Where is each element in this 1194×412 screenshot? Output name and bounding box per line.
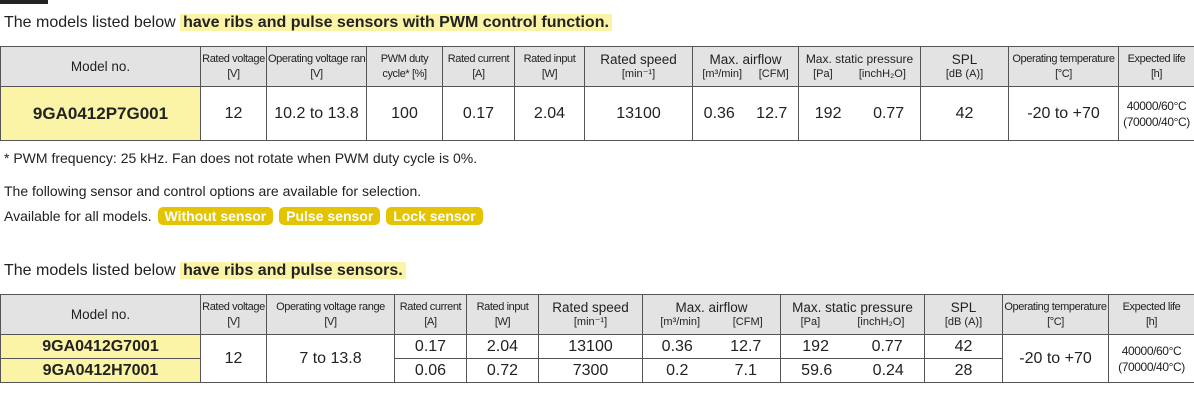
spl-value: 42 (924, 334, 1003, 359)
rated-speed-value: 13100 (584, 86, 693, 141)
model-number: 9GA0412H7001 (0, 358, 201, 383)
pwm-duty-value: 100 (366, 86, 443, 141)
options-intro: The following sensor and control options… (4, 183, 422, 199)
header-expected-life: Expected life [h] (1118, 46, 1194, 87)
section-2-intro: The models listed below (4, 262, 176, 279)
header-operating-temperature: Operating temperature [°C] (1008, 46, 1119, 87)
header-pwm-duty: PWM duty cycle* [%] (366, 46, 443, 87)
pwm-footnote: * PWM frequency: 25 kHz. Fan does not ro… (4, 150, 478, 166)
header-model: Model no. (0, 46, 201, 87)
header-rated-input: Rated input [W] (514, 46, 585, 87)
spl-value: 28 (924, 358, 1003, 383)
option-pulse-sensor[interactable]: Pulse sensor (279, 207, 381, 225)
spl-value: 42 (920, 86, 1009, 141)
expected-life-value: 40000/60°C (70000/40°C) (1108, 334, 1194, 383)
header-operating-voltage: Operating voltage range [V] (266, 46, 367, 87)
rated-input-value: 2.04 (514, 86, 585, 141)
option-without-sensor[interactable]: Without sensor (157, 207, 274, 225)
table-row: 9GA0412H7001 0.06 0.72 7300 0.2 7.1 59.6 0… (0, 358, 1194, 383)
max-static-pressure-value: 192 0.77 (798, 86, 921, 141)
expected-life-value: 40000/60°C (70000/40°C) (1118, 86, 1194, 141)
max-static-pressure-value: 192 0.77 (780, 334, 925, 359)
header-rated-current: Rated current [A] (442, 46, 515, 87)
rated-input-value: 0.72 (466, 358, 539, 383)
option-lock-sensor[interactable]: Lock sensor (386, 207, 483, 225)
available-label: Available for all models. (4, 208, 152, 224)
header-spl: SPL [dB (A)] (924, 294, 1003, 335)
max-airflow-value: 0.36 12.7 (692, 86, 799, 141)
header-rated-speed: Rated speed [min⁻¹] (584, 46, 693, 87)
max-airflow-value: 0.36 12.7 (642, 334, 781, 359)
model-number: 9GA0412P7G001 (0, 86, 201, 141)
rated-voltage-value: 12 (200, 86, 267, 141)
header-rated-speed: Rated speed [min⁻¹] (538, 294, 643, 335)
section-marker (0, 0, 48, 4)
section-2-heading: The models listed below have ribs and pu… (4, 262, 406, 280)
rated-current-value: 0.17 (394, 334, 467, 359)
header-max-static-pressure: Max. static pressure [Pa] [inchH₂O] (798, 46, 921, 87)
model-number: 9GA0412G7001 (0, 334, 201, 359)
rated-current-value: 0.17 (442, 86, 515, 141)
operating-voltage-value: 7 to 13.8 (266, 334, 395, 383)
max-airflow-value: 0.2 7.1 (642, 358, 781, 383)
header-rated-voltage: Rated voltage [V] (200, 294, 267, 335)
rated-speed-value: 7300 (538, 358, 643, 383)
pwm-models-table: Model no. Rated voltage [V] Operating vol… (0, 46, 1194, 141)
header-expected-life: Expected life [h] (1108, 294, 1194, 335)
header-spl: SPL [dB (A)] (920, 46, 1009, 87)
header-max-airflow: Max. airflow [m³/min] [CFM] (692, 46, 799, 87)
section-1-heading: The models listed below have ribs and pu… (4, 14, 612, 32)
operating-temperature-value: -20 to +70 (1002, 334, 1109, 383)
table-row: 9GA0412P7G001 12 10.2 to 13.8 100 0.17 2… (0, 86, 1194, 141)
rated-speed-value: 13100 (538, 334, 643, 359)
header-rated-voltage: Rated voltage [V] (200, 46, 267, 87)
section-1-intro: The models listed below (4, 14, 176, 31)
operating-temperature-value: -20 to +70 (1008, 86, 1119, 141)
section-2-highlight: have ribs and pulse sensors. (180, 262, 406, 279)
section-1-highlight: have ribs and pulse sensors with PWM con… (180, 14, 612, 31)
rated-input-value: 2.04 (466, 334, 539, 359)
operating-voltage-value: 10.2 to 13.8 (266, 86, 367, 141)
pulse-models-table: Model no. Rated voltage [V] Operating vol… (0, 294, 1194, 383)
max-static-pressure-value: 59.6 0.24 (780, 358, 925, 383)
header-max-airflow: Max. airflow [m³/min] [CFM] (642, 294, 781, 335)
header-operating-temperature: Operating temperature [°C] (1002, 294, 1109, 335)
rated-current-value: 0.06 (394, 358, 467, 383)
table-row: 9GA0412G7001 12 7 to 13.8 0.17 2.04 1310… (0, 334, 1194, 383)
options-row: Available for all models. Without sensor… (4, 207, 483, 225)
header-operating-voltage: Operating voltage range [V] (266, 294, 395, 335)
rated-voltage-value: 12 (200, 334, 267, 383)
header-rated-input: Rated input [W] (466, 294, 539, 335)
header-rated-current: Rated current [A] (394, 294, 467, 335)
header-model: Model no. (0, 294, 201, 335)
header-max-static-pressure: Max. static pressure [Pa] [inchH₂O] (780, 294, 925, 335)
